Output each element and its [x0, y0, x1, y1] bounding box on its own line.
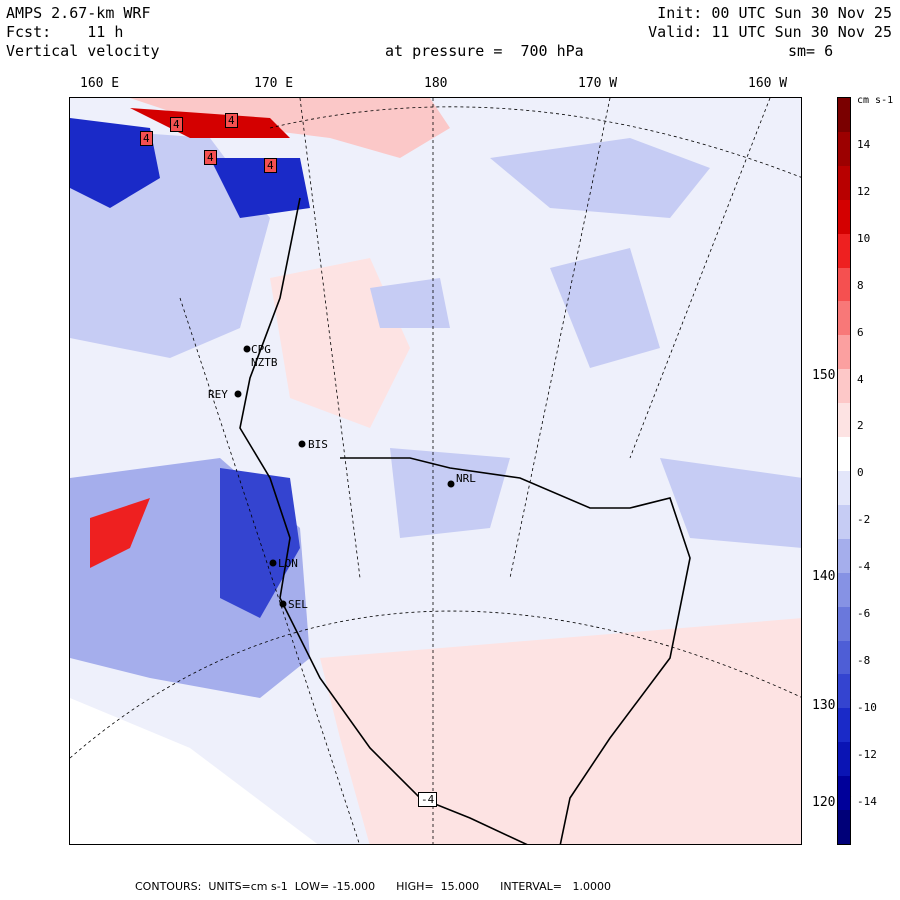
colorbar-swatch: [838, 471, 850, 506]
colorbar-swatch: [838, 369, 850, 404]
colorbar-swatch: [838, 640, 850, 675]
lon-label: 160 W: [748, 76, 788, 91]
header-left: AMPS 2.67-km WRF Fcst: 11 h Vertical veloc…: [6, 4, 160, 61]
colorbar-tick-label: 8: [857, 278, 864, 292]
lon-label: 180: [424, 76, 448, 91]
negative-region: [370, 278, 450, 328]
contour-label: 4: [140, 131, 153, 146]
colorbar-tick-label: 4: [857, 372, 864, 386]
colorbar-swatch: [838, 810, 850, 845]
strong-positive-region: [130, 108, 290, 138]
colorbar-swatch: [838, 742, 850, 777]
contour-footer: CONTOURS: UNITS=cm s-1 LOW= -15.000 HIGH…: [135, 880, 611, 893]
colorbar-tick-label: 6: [857, 325, 864, 339]
strong-negative-region: [210, 158, 310, 218]
colorbar-swatch: [838, 708, 850, 743]
velocity-map: CPG NZTB REY BIS NRL LON SEL 4 4 4 4 4 -…: [69, 97, 802, 845]
colorbar-tick-label: -2: [857, 513, 871, 527]
colorbar-tick-label: -12: [857, 747, 877, 761]
land-region: [70, 698, 318, 844]
station-marker: [243, 345, 251, 353]
colorbar-tick-label: -4: [857, 560, 871, 574]
colorbar-swatch: [838, 98, 850, 133]
init-time: Init: 00 UTC Sun 30 Nov 25: [657, 4, 892, 22]
contour-label: 4: [204, 150, 217, 165]
colorbar-tick-label: -6: [857, 607, 871, 620]
station-marker: [269, 559, 277, 567]
station-label: LON: [278, 557, 298, 570]
colorbar-swatch: [838, 165, 850, 201]
strong-positive-region: [90, 498, 150, 568]
contour-label: 4: [170, 117, 183, 132]
colorbar-swatch: [838, 572, 850, 608]
station-marker: [298, 440, 306, 448]
contour-label: 4: [264, 158, 277, 173]
station-marker: [447, 480, 455, 488]
contour-label: 4: [225, 113, 238, 128]
colorbar-tick-label: 0: [857, 466, 864, 480]
colorbar-swatch: [838, 403, 850, 438]
forecast-hour: Fcst: 11 h: [6, 23, 124, 41]
model-title: AMPS 2.67-km WRF: [6, 4, 151, 22]
strong-negative-region: [70, 118, 160, 208]
colorbar-unit: cm s-1: [857, 95, 894, 106]
colorbar-tick-label: -14: [857, 794, 877, 808]
colorbar: [837, 97, 851, 845]
contour-label: -4: [418, 792, 438, 807]
colorbar-swatch: [838, 131, 850, 167]
map-canvas: [70, 98, 801, 844]
valid-time: Valid: 11 UTC Sun 30 Nov 25: [648, 23, 892, 41]
colorbar-tick-label: 14: [857, 138, 871, 151]
positive-region: [130, 98, 450, 158]
station-label: NRL: [456, 472, 476, 485]
pressure-level: at pressure = 700 hPa: [385, 42, 584, 60]
colorbar-swatch: [838, 437, 850, 472]
colorbar-tick-label: -10: [857, 700, 877, 714]
header-right: Init: 00 UTC Sun 30 Nov 25 Valid: 11 UTC …: [648, 4, 892, 42]
station-label: BIS: [308, 438, 328, 451]
field-name: Vertical velocity: [6, 42, 160, 60]
negative-region: [550, 248, 660, 368]
negative-region: [660, 458, 801, 548]
colorbar-swatch: [838, 199, 850, 235]
station-label: SEL: [288, 598, 308, 611]
station-marker: [234, 390, 242, 398]
colorbar-tick-label: 10: [857, 231, 871, 245]
colorbar-tick-label: 12: [857, 184, 871, 198]
graticule: [70, 98, 801, 844]
lon-label: 170 E: [254, 76, 294, 91]
lon-label: 170 W: [578, 76, 618, 91]
colorbar-tick-label: 2: [857, 419, 864, 433]
station-label: CPG: [251, 343, 271, 356]
ice-shelf-edge: [340, 457, 691, 844]
positive-region: [320, 618, 801, 844]
station-label: NZTB: [251, 356, 278, 369]
smoothing-value: sm= 6: [788, 42, 834, 60]
station-label: REY: [208, 388, 228, 401]
colorbar-swatch: [838, 776, 850, 811]
colorbar-tick-label: -8: [857, 653, 871, 667]
colorbar-swatch: [838, 538, 850, 574]
colorbar-swatch: [838, 504, 850, 540]
negative-region: [390, 448, 510, 538]
colorbar-swatch: [838, 233, 850, 269]
colorbar-swatch: [838, 267, 850, 302]
colorbar-swatch: [838, 674, 850, 709]
colorbar-swatch: [838, 606, 850, 642]
colorbar-swatch: [838, 301, 850, 336]
colorbar-swatch: [838, 335, 850, 370]
station-marker: [279, 600, 287, 608]
negative-region: [490, 138, 710, 218]
lon-label: 160 E: [80, 76, 120, 91]
